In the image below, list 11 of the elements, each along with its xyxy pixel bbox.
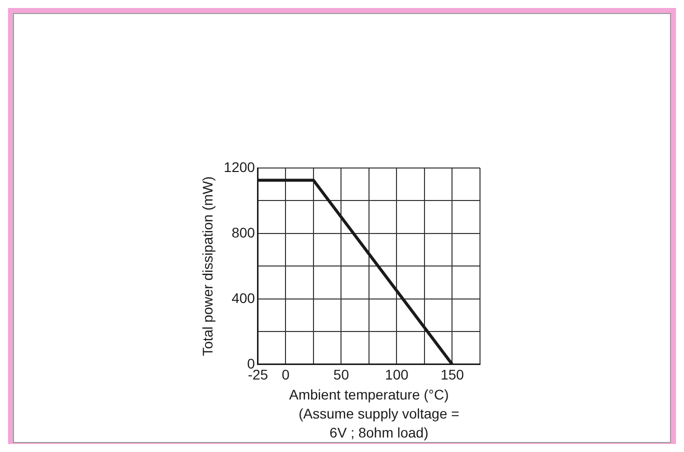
x-tick-label: 100 xyxy=(385,366,409,383)
y-tick-label: 400 xyxy=(232,290,256,306)
x-tick-label: 0 xyxy=(282,366,290,383)
x-tick-label: 150 xyxy=(440,366,464,383)
y-tick-label: 0 xyxy=(247,355,256,372)
y-axis-title: Total power dissipation (mW) xyxy=(199,176,216,356)
text: (Assume supply voltage = 6V ; 8ohm load) xyxy=(298,405,460,440)
x-axis-title: Ambient temperature (°C) xyxy=(289,386,449,402)
y-tick-label: 800 xyxy=(232,224,256,240)
y-tick-label: 1200 xyxy=(224,158,256,175)
x-tick-label: 50 xyxy=(333,366,350,383)
